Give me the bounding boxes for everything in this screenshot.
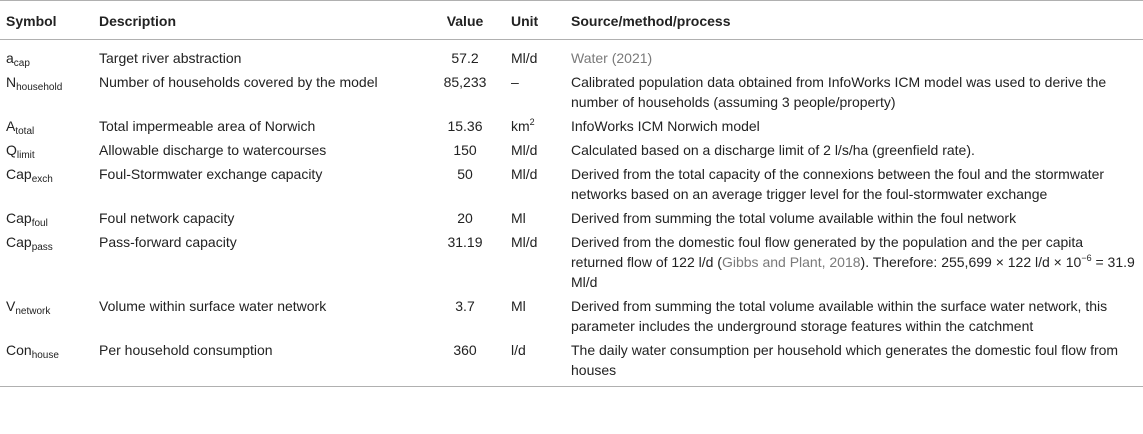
symbol-base: Cap: [6, 234, 32, 250]
source-cell: Calculated based on a discharge limit of…: [571, 142, 975, 158]
symbol-subscript: household: [16, 82, 63, 93]
unit-cell: Ml/d: [511, 50, 538, 66]
reference-link[interactable]: Water (2021): [571, 50, 653, 66]
description-cell: Total impermeable area of Norwich: [99, 118, 316, 134]
value-cell: 85,233: [443, 74, 487, 90]
description-cell: Allowable discharge to watercourses: [99, 142, 327, 158]
unit-cell: –: [511, 74, 519, 90]
symbol-base: Con: [6, 342, 32, 358]
table-row: Vnetwork Volume within surface water net…: [0, 294, 1143, 338]
symbol-subscript: total: [15, 126, 35, 137]
value-cell: 15.36: [447, 118, 483, 134]
symbol-cell: Atotal: [0, 114, 93, 138]
unit-superscript: 2: [529, 117, 535, 127]
value-cell: 150: [453, 142, 477, 158]
description-cell: Pass-forward capacity: [99, 234, 237, 250]
source-cell: Derived from the domestic foul flow gene…: [565, 230, 1143, 294]
header-value: Value: [425, 0, 505, 40]
table-row: Nhousehold Number of households covered …: [0, 70, 1143, 114]
unit-base: km: [511, 118, 530, 134]
value-cell: 360: [425, 338, 505, 387]
source-cell: Derived from the total capacity of the c…: [571, 166, 1105, 202]
symbol-subscript: exch: [31, 174, 53, 185]
symbol-cell: Capexch: [0, 162, 93, 206]
table-row: acap Target river abstraction 57.2 Ml/d …: [0, 40, 1143, 71]
description-cell: Target river abstraction: [99, 50, 242, 66]
table-row: Qlimit Allowable discharge to watercours…: [0, 138, 1143, 162]
header-description: Description: [93, 0, 425, 40]
value-cell: 57.2: [451, 50, 479, 66]
symbol-cell: Vnetwork: [0, 294, 93, 338]
source-cell: Derived from summing the total volume av…: [571, 210, 1017, 226]
source-cell: InfoWorks ICM Norwich model: [571, 118, 760, 134]
table-row: Cappass Pass-forward capacity 31.19 Ml/d…: [0, 230, 1143, 294]
source-text-end: = 31.9 Ml/d: [571, 254, 1135, 290]
symbol-cell: acap: [0, 40, 93, 71]
symbol-cell: Qlimit: [0, 138, 93, 162]
exponent-superscript: −6: [1081, 253, 1092, 263]
value-cell: 50: [457, 166, 473, 182]
unit-cell: Ml/d: [511, 142, 538, 158]
table-row: Capfoul Foul network capacity 20 Ml Deri…: [0, 206, 1143, 230]
table-row: Conhouse Per household consumption 360 l…: [0, 338, 1143, 387]
unit-cell: km2: [505, 114, 565, 138]
reference-link[interactable]: Gibbs and Plant, 2018: [721, 254, 861, 270]
source-cell: Derived from summing the total volume av…: [571, 298, 1108, 334]
symbol-cell: Conhouse: [0, 338, 93, 387]
header-symbol: Symbol: [0, 0, 93, 40]
source-cell: The daily water consumption per househol…: [565, 338, 1143, 387]
unit-cell: Ml/d: [511, 234, 538, 250]
unit-cell: Ml: [511, 298, 526, 314]
source-text-pre: Derived from the domestic foul flow gene…: [571, 234, 1084, 270]
header-source: Source/method/process: [565, 0, 1143, 40]
symbol-base: N: [6, 74, 17, 90]
unit-cell: Ml: [511, 210, 526, 226]
source-cell: Calibrated population data obtained from…: [571, 74, 1107, 110]
symbol-base: a: [6, 50, 14, 66]
symbol-subscript: network: [15, 306, 51, 317]
unit-cell: l/d: [505, 338, 565, 387]
source-cell: Water (2021): [565, 40, 1143, 71]
table-row: Capexch Foul-Stormwater exchange capacit…: [0, 162, 1143, 206]
description-cell: Foul-Stormwater exchange capacity: [99, 166, 323, 182]
symbol-subscript: cap: [13, 58, 30, 69]
symbol-base: A: [6, 118, 16, 134]
symbol-cell: Capfoul: [0, 206, 93, 230]
source-text-post: ). Therefore: 255,699 × 122 l/d × 10: [860, 254, 1082, 270]
symbol-subscript: house: [31, 350, 59, 361]
description-cell: Volume within surface water network: [99, 298, 327, 314]
symbol-subscript: foul: [31, 218, 48, 229]
symbol-subscript: pass: [31, 242, 53, 253]
symbol-subscript: limit: [16, 150, 35, 161]
symbol-cell: Nhousehold: [0, 70, 93, 114]
value-cell: 3.7: [455, 298, 475, 314]
description-cell: Foul network capacity: [99, 210, 235, 226]
value-cell: 20: [457, 210, 473, 226]
header-row: Symbol Description Value Unit Source/met…: [0, 0, 1143, 40]
table-header: Symbol Description Value Unit Source/met…: [0, 0, 1143, 40]
table-body: acap Target river abstraction 57.2 Ml/d …: [0, 40, 1143, 387]
description-cell: Number of households covered by the mode…: [99, 74, 378, 90]
symbol-base: Cap: [6, 210, 32, 226]
symbol-base: Q: [6, 142, 17, 158]
unit-cell: Ml/d: [511, 166, 538, 182]
header-unit: Unit: [505, 0, 565, 40]
description-cell: Per household consumption: [93, 338, 425, 387]
symbol-cell: Cappass: [0, 230, 93, 294]
symbol-base: V: [6, 298, 16, 314]
parameters-table: Symbol Description Value Unit Source/met…: [0, 0, 1143, 387]
value-cell: 31.19: [447, 234, 483, 250]
symbol-base: Cap: [6, 166, 32, 182]
table-row: Atotal Total impermeable area of Norwich…: [0, 114, 1143, 138]
